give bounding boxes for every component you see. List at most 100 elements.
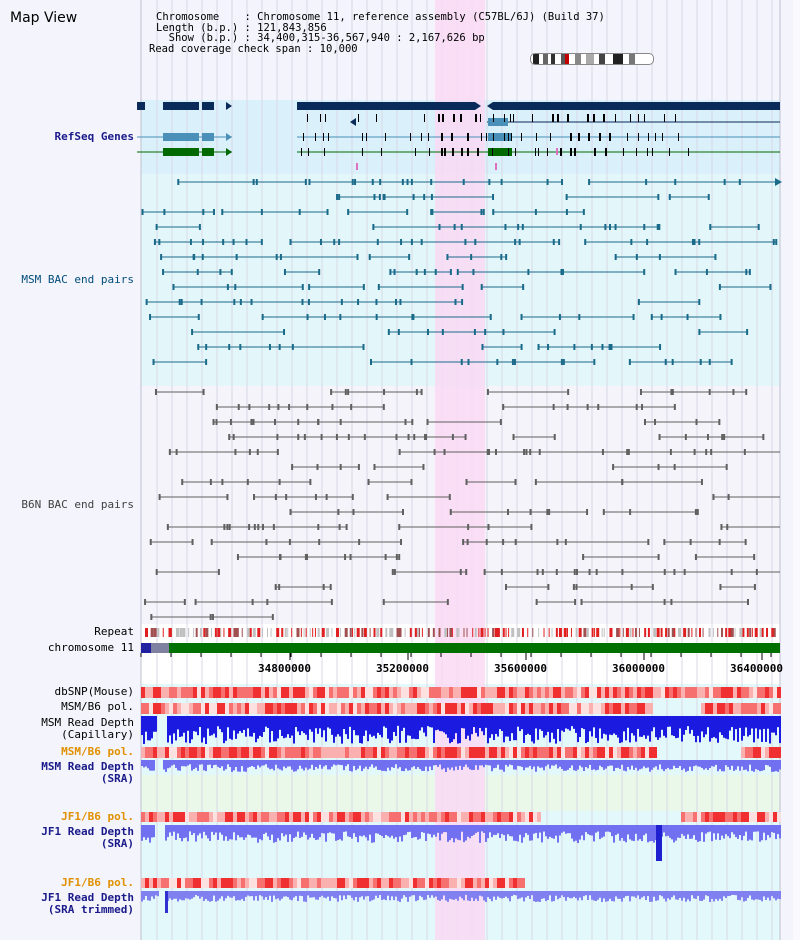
- heat-cell: [273, 878, 277, 888]
- depth-bar: [367, 716, 369, 742]
- heat-cell: [561, 687, 565, 698]
- heat-cell: [225, 812, 229, 822]
- bac-end: [309, 479, 312, 485]
- bac-end: [482, 209, 485, 215]
- heat-cell: [445, 703, 449, 714]
- depth-bar: [171, 825, 173, 836]
- gene-block: [488, 118, 508, 126]
- heat-cell: [277, 878, 281, 888]
- exon-mark: [638, 133, 639, 141]
- track-label-dbsnp[interactable]: dbSNP(Mouse): [54, 685, 134, 698]
- depth-bar: [383, 891, 385, 900]
- repeat-mark: [527, 628, 529, 637]
- heat-cell: [513, 687, 517, 698]
- bac-end: [757, 224, 760, 230]
- depth-bar: [571, 891, 573, 899]
- heat-cell: [337, 878, 341, 888]
- depth-bar: [649, 716, 651, 742]
- heat-cell: [161, 687, 165, 698]
- depth-bar: [631, 825, 633, 841]
- depth-bar: [575, 716, 577, 733]
- depth-bar: [619, 891, 621, 899]
- bac-end: [410, 179, 413, 185]
- heat-cell: [541, 747, 545, 758]
- heat-cell: [421, 812, 425, 822]
- heat-cell: [665, 687, 669, 698]
- depth-bar: [325, 760, 327, 766]
- bac-end: [158, 494, 161, 500]
- depth-bar: [475, 891, 477, 899]
- repeat-mark: [492, 628, 495, 637]
- depth-bar: [169, 825, 171, 833]
- heat-cell: [213, 747, 217, 758]
- depth-bar: [661, 716, 663, 730]
- heat-cell: [533, 747, 537, 758]
- track-label-msm-bac[interactable]: MSM BAC end pairs: [21, 273, 134, 286]
- heat-cell: [453, 878, 457, 888]
- depth-bar: [171, 760, 173, 766]
- heat-cell: [273, 747, 277, 758]
- heat-cell: [193, 747, 197, 758]
- heat-cell: [313, 812, 317, 822]
- track-label-msm-b6-pol-2[interactable]: MSM/B6 pol.: [61, 745, 134, 758]
- depth-bar: [151, 891, 153, 897]
- depth-bar: [617, 760, 619, 768]
- depth-bar: [595, 891, 597, 902]
- heat-cell: [353, 747, 357, 758]
- bac-end: [276, 449, 279, 455]
- bac-end: [753, 584, 756, 590]
- track-label-msm-b6-pol-1[interactable]: MSM/B6 pol.: [61, 700, 134, 713]
- track-label-jf1-depth-trimmed[interactable]: JF1 Read Depth (SRA trimmed): [41, 891, 134, 916]
- depth-bar: [281, 716, 283, 736]
- bac-end: [391, 569, 394, 575]
- track-label-msm-depth-sra[interactable]: MSM Read Depth (SRA): [41, 760, 134, 785]
- depth-bar: [567, 760, 569, 770]
- bac-end: [180, 299, 183, 305]
- repeat-mark: [220, 628, 222, 637]
- heat-cell: [277, 812, 281, 822]
- depth-bar: [461, 891, 463, 899]
- depth-bar: [665, 760, 667, 770]
- track-label-chromosome[interactable]: chromosome 11: [47, 641, 134, 654]
- track-label-refseq[interactable]: RefSeq Genes: [54, 130, 134, 143]
- depth-bar: [635, 760, 637, 768]
- repeat-mark: [463, 628, 465, 637]
- heat-cell: [321, 687, 325, 698]
- depth-bar: [685, 891, 687, 902]
- repeat-mark: [508, 628, 510, 637]
- repeat-mark: [725, 628, 728, 637]
- heat-cell: [669, 687, 673, 698]
- depth-bar: [257, 760, 259, 766]
- exon-mark: [461, 148, 463, 156]
- depth-bar: [255, 891, 257, 897]
- heat-cell: [589, 687, 593, 698]
- depth-bar: [345, 716, 347, 735]
- track-label-repeat[interactable]: Repeat: [94, 625, 134, 638]
- track-label-b6n-bac[interactable]: B6N BAC end pairs: [21, 498, 134, 511]
- depth-bar: [443, 891, 445, 896]
- heat-cell: [733, 687, 737, 698]
- repeat-mark: [591, 628, 594, 637]
- exon-mark: [538, 148, 539, 156]
- heat-cell: [361, 747, 365, 758]
- depth-bar: [519, 891, 521, 899]
- track-label-jf1-b6-pol-1[interactable]: JF1/B6 pol.: [61, 810, 134, 823]
- depth-bar: [755, 891, 757, 900]
- bac-end: [367, 479, 370, 485]
- depth-bar: [439, 760, 441, 765]
- track-label-jf1-depth-sra[interactable]: JF1 Read Depth (SRA): [41, 825, 134, 850]
- depth-bar: [511, 891, 513, 897]
- track-label-msm-depth-capillary[interactable]: MSM Read Depth (Capillary): [41, 716, 134, 741]
- track-label-jf1-b6-pol-2[interactable]: JF1/B6 pol.: [61, 876, 134, 889]
- depth-bar: [231, 760, 233, 772]
- exon-mark: [623, 148, 624, 156]
- heat-cell: [529, 747, 533, 758]
- heat-cell: [461, 747, 465, 758]
- depth-bar: [261, 716, 263, 737]
- bac-end: [377, 284, 380, 290]
- chromosome-ideogram[interactable]: [530, 53, 654, 65]
- depth-bar: [717, 760, 719, 772]
- heat-cell: [433, 703, 437, 714]
- depth-bar: [559, 825, 561, 836]
- heat-cell: [357, 878, 361, 888]
